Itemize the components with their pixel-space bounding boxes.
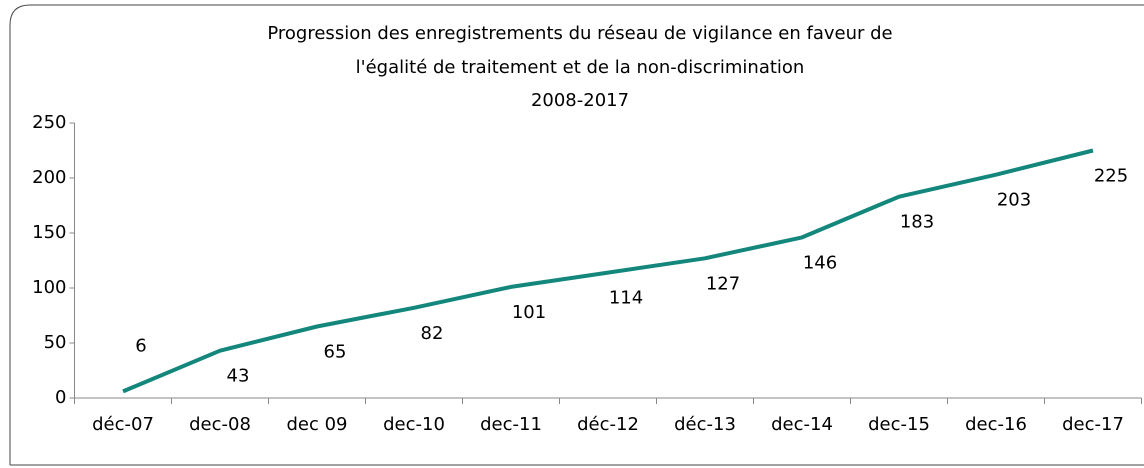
data-label: 114: [609, 288, 643, 309]
x-tick-label: déc-12: [577, 414, 639, 435]
x-tick-label: dec-14: [771, 414, 833, 435]
y-tick-label: 200: [32, 167, 66, 188]
data-label: 183: [900, 212, 934, 233]
data-label: 43: [227, 366, 250, 387]
frame: [9, 4, 1144, 466]
x-tick-label: déc-07: [92, 414, 154, 435]
data-label: 127: [706, 273, 740, 294]
chart-title: Progression des enregistrements du résea…: [267, 23, 892, 44]
x-tick-label: dec-11: [480, 414, 542, 435]
x-tick-label: dec-15: [868, 414, 930, 435]
x-tick-label: dec-10: [383, 414, 445, 435]
x-tick-label: dec-08: [189, 414, 251, 435]
x-tick-label: dec 09: [286, 414, 347, 435]
data-label: 225: [1094, 166, 1128, 187]
data-label: 6: [135, 335, 146, 356]
data-label: 65: [324, 342, 347, 363]
y-tick-label: 50: [44, 332, 67, 353]
y-tick-label: 250: [32, 112, 66, 133]
y-tick-label: 150: [32, 222, 66, 243]
data-label: 146: [803, 252, 837, 273]
x-tick-label: déc-13: [674, 414, 736, 435]
x-tick-label: dec-16: [965, 414, 1027, 435]
line: [122, 148, 1094, 394]
x-tick-label: dec-17: [1062, 414, 1124, 435]
y-tick-label: 100: [32, 277, 66, 298]
data-label: 203: [997, 190, 1031, 211]
y-tick-label: 0: [55, 387, 66, 408]
chart-title: l'égalité de traitement et de la non-dis…: [356, 57, 805, 78]
data-label: 101: [512, 302, 546, 323]
chart-title: 2008-2017: [531, 90, 629, 111]
data-label: 82: [421, 323, 444, 344]
